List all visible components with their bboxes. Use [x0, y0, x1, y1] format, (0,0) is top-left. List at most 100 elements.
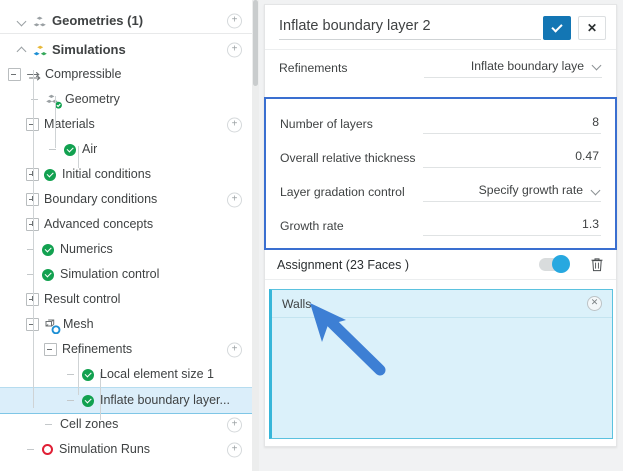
prop-layer-gradation-control[interactable]: Layer gradation control Specify growth ra… — [266, 175, 615, 209]
sidebar-item-simulation-control[interactable]: Simulation control — [0, 262, 252, 287]
sidebar-item-geometry[interactable]: Geometry — [0, 87, 252, 112]
assignment-item-label: Walls — [282, 296, 312, 311]
sidebar-item-simulation-runs[interactable]: Simulation Runs + — [0, 437, 252, 462]
sidebar-item-cell-zones-label: Cell zones — [60, 417, 119, 431]
sidebar-item-simulation-runs-label: Simulation Runs — [59, 442, 151, 456]
sidebar-item-simulation-control-label: Simulation control — [60, 267, 160, 281]
mesh-icon — [44, 318, 61, 334]
prop-growth-rate[interactable]: Growth rate 1.3 — [266, 209, 615, 243]
add-button[interactable]: + — [227, 442, 242, 457]
tree-connector-line — [33, 70, 34, 408]
toggle-knob — [552, 255, 570, 273]
status-ok-icon — [42, 243, 54, 256]
detail-title-input[interactable]: Inflate boundary layer 2 — [279, 18, 541, 40]
sidebar-item-numerics[interactable]: Numerics — [0, 237, 252, 262]
sidebar-item-compressible[interactable]: Compressible — [0, 62, 252, 87]
chevron-down-icon[interactable] — [17, 15, 28, 26]
status-ok-icon — [42, 268, 54, 281]
tree-connector-line — [100, 372, 101, 420]
properties-group: Number of layers 8 Overall relative thickn… — [264, 97, 617, 250]
collapse-box-icon[interactable] — [26, 118, 39, 131]
collapse-box-icon[interactable] — [44, 343, 57, 356]
sidebar-item-geometries-label: Geometries (1) — [52, 13, 144, 28]
sidebar-item-refinements-label: Refinements — [62, 342, 133, 356]
assignment-list-item[interactable]: Walls ✕ — [272, 290, 612, 318]
trash-svg — [591, 258, 603, 272]
add-button[interactable]: + — [227, 13, 242, 28]
assignment-row: Assignment (23 Faces ) — [265, 250, 616, 280]
add-button[interactable]: + — [227, 192, 242, 207]
tree-branch-icon — [48, 144, 59, 155]
sidebar-item-air-label: Air — [82, 142, 98, 156]
check-icon — [551, 20, 563, 33]
sidebar-item-geometries[interactable]: Geometries (1) + — [0, 8, 252, 34]
sidebar-item-advanced-concepts[interactable]: Advanced concepts — [0, 212, 252, 237]
expand-box-icon[interactable] — [26, 193, 39, 206]
sidebar-item-inflate-boundary-layer[interactable]: Inflate boundary layer... — [0, 387, 252, 414]
sidebar-item-compressible-label: Compressible — [45, 67, 122, 81]
sidebar-item-mesh-label: Mesh — [63, 317, 94, 331]
cubes-color-icon — [33, 43, 48, 57]
cubes-gray-icon — [33, 14, 48, 28]
prop-layer-gradation-control-value[interactable]: Specify growth rate — [423, 183, 601, 202]
tree-scrollbar-thumb[interactable] — [253, 0, 258, 86]
tree-branch-icon — [66, 395, 77, 406]
assignment-label: Assignment (23 Faces ) — [277, 257, 409, 272]
tree-branch-icon — [66, 369, 77, 380]
sidebar-item-air[interactable]: Air — [0, 137, 252, 162]
prop-number-of-layers[interactable]: Number of layers 8 — [266, 107, 615, 141]
expand-box-icon[interactable] — [26, 293, 39, 306]
expand-box-icon[interactable] — [26, 168, 39, 181]
refinement-type-label: Refinements — [279, 61, 348, 75]
prop-number-of-layers-label: Number of layers — [280, 117, 373, 131]
detail-header: Inflate boundary layer 2 ✕ — [265, 5, 616, 50]
sidebar-item-refinements[interactable]: Refinements + — [0, 337, 252, 362]
refinement-type-row[interactable]: Refinements Inflate boundary laye — [265, 50, 616, 86]
status-ok-icon — [64, 143, 76, 156]
prop-growth-rate-value[interactable]: 1.3 — [423, 217, 601, 236]
assignment-list[interactable]: Walls ✕ — [269, 289, 613, 439]
detail-panel: Inflate boundary layer 2 ✕ Refinements I… — [264, 4, 617, 447]
chevron-down-icon — [592, 187, 601, 196]
chevron-up-icon[interactable] — [17, 44, 28, 55]
add-button[interactable]: + — [227, 342, 242, 357]
sidebar-item-boundary-conditions-label: Boundary conditions — [44, 192, 158, 206]
sidebar-item-initial-conditions[interactable]: Initial conditions — [0, 162, 252, 187]
sidebar-item-boundary-conditions[interactable]: Boundary conditions + — [0, 187, 252, 212]
accept-button[interactable] — [543, 16, 571, 40]
collapse-box-icon[interactable] — [8, 68, 21, 81]
tree-scrollbar-track[interactable] — [252, 0, 259, 471]
sidebar-item-advanced-concepts-label: Advanced concepts — [44, 217, 154, 231]
prop-number-of-layers-value[interactable]: 8 — [423, 115, 601, 134]
add-button[interactable]: + — [227, 42, 242, 57]
close-button[interactable]: ✕ — [578, 16, 606, 40]
sidebar-item-local-element-size-1[interactable]: Local element size 1 — [0, 362, 252, 387]
sidebar-item-mesh[interactable]: Mesh — [0, 312, 252, 337]
sidebar-item-cell-zones[interactable]: Cell zones + — [0, 412, 252, 437]
sidebar-item-simulations[interactable]: Simulations + — [0, 37, 252, 62]
refinement-type-value[interactable]: Inflate boundary laye — [424, 59, 602, 78]
tree-branch-icon — [30, 94, 41, 105]
delete-icon[interactable] — [590, 257, 604, 272]
sidebar-item-materials[interactable]: Materials + — [0, 112, 252, 137]
tree-connector-line — [78, 146, 79, 168]
add-button[interactable]: + — [227, 117, 242, 132]
sidebar-item-result-control[interactable]: Result control — [0, 287, 252, 312]
status-idle-icon — [42, 444, 53, 455]
simulation-tree-panel[interactable]: Geometries (1) + Simulations + Compressible G… — [0, 0, 252, 471]
sidebar-item-simulations-label: Simulations — [52, 42, 126, 57]
add-button[interactable]: + — [227, 417, 242, 432]
tree-connector-line — [55, 96, 56, 148]
tree-branch-icon — [44, 419, 55, 430]
prop-overall-relative-thickness-label: Overall relative thickness — [280, 151, 416, 165]
assignment-toggle[interactable] — [539, 255, 570, 273]
collapse-box-icon[interactable] — [26, 318, 39, 331]
prop-overall-relative-thickness[interactable]: Overall relative thickness 0.47 — [266, 141, 615, 175]
remove-icon[interactable]: ✕ — [587, 296, 602, 311]
prop-overall-relative-thickness-value[interactable]: 0.47 — [423, 149, 601, 168]
panel-divider — [259, 0, 264, 471]
status-ok-icon — [82, 394, 94, 407]
sidebar-item-numerics-label: Numerics — [60, 242, 113, 256]
expand-box-icon[interactable] — [26, 218, 39, 231]
status-ok-icon — [44, 168, 56, 181]
